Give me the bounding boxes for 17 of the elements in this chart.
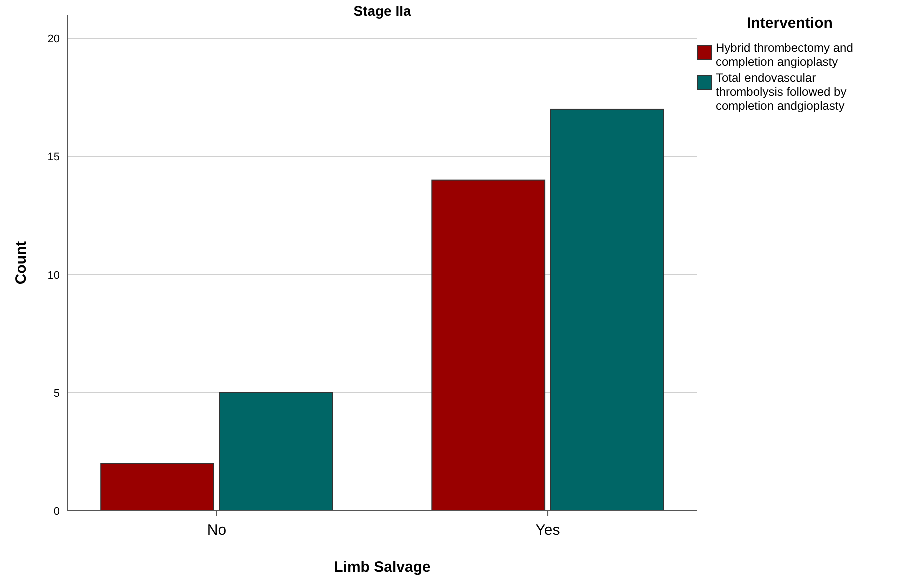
y-tick-label: 15 <box>48 152 60 164</box>
legend-title: Intervention <box>747 15 833 32</box>
legend-label: Total endovascular thrombolysis followed by completion andgioplasty <box>716 71 847 113</box>
y-tick-label: 20 <box>48 34 60 46</box>
bar <box>432 180 546 512</box>
legend-label: Hybrid thrombectomy and completion angioplasty <box>716 41 854 69</box>
bar <box>219 392 334 512</box>
y-tick-label: 5 <box>54 388 60 400</box>
y-axis-title: Count <box>13 241 30 285</box>
bar <box>100 463 214 512</box>
x-axis-title: Limb Salvage <box>334 559 431 576</box>
chart-title: Stage IIa <box>354 3 412 19</box>
x-tick-label: No <box>207 522 227 539</box>
y-tick-label: 10 <box>48 270 60 282</box>
x-tick-label: Yes <box>536 522 560 539</box>
bar <box>550 108 664 512</box>
y-tick-label: 0 <box>54 506 60 518</box>
